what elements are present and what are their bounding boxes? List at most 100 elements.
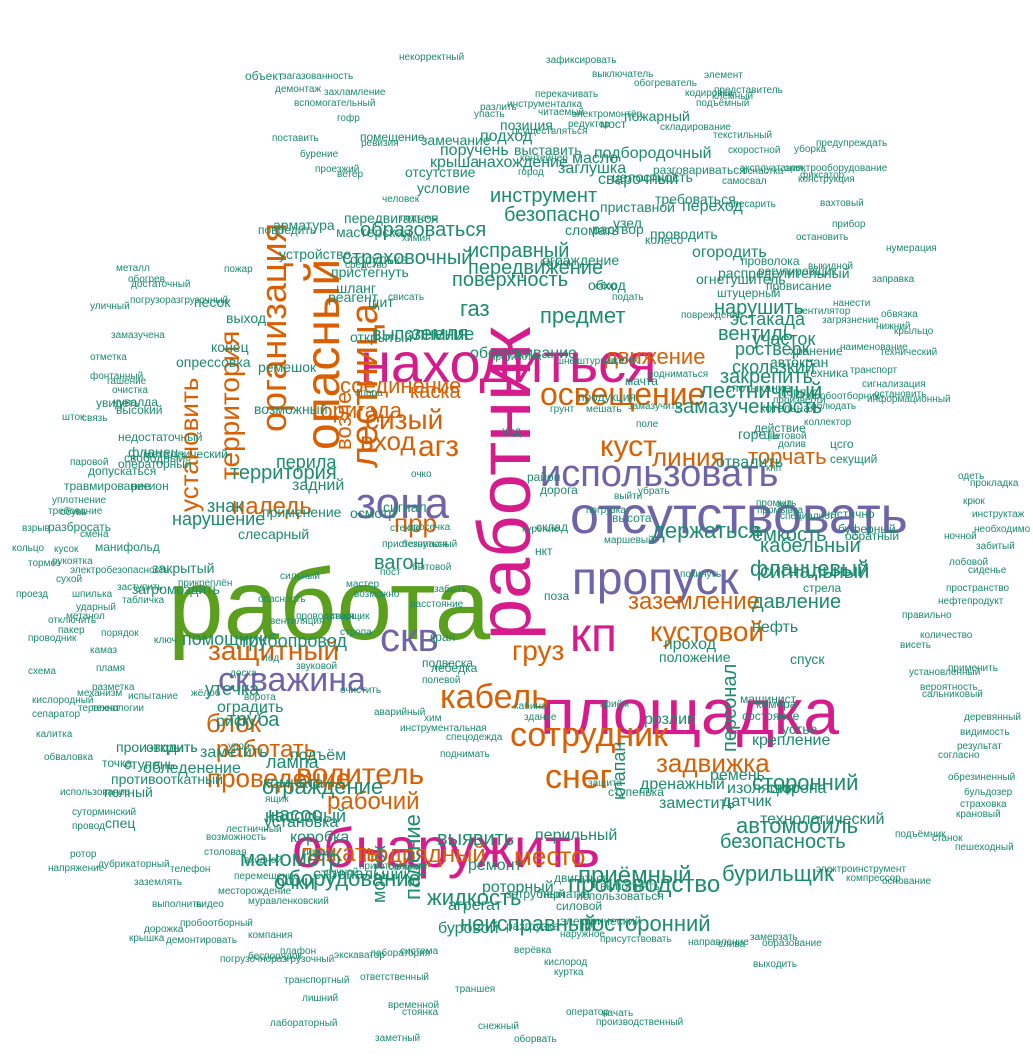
cloud-word: выход	[226, 310, 266, 326]
cloud-word: агрегат	[448, 897, 502, 914]
cloud-word: предупреждать	[816, 138, 888, 149]
cloud-word: погрузоразгрузочный	[130, 295, 229, 306]
cloud-word: соблюдать	[806, 401, 857, 412]
cloud-word: просечка	[408, 522, 451, 533]
cloud-word: щиток	[610, 355, 639, 366]
cloud-word: висеть	[900, 640, 931, 651]
cloud-word: фланцевый	[750, 556, 870, 581]
cloud-word: пропуск	[572, 552, 739, 604]
cloud-word: крышка	[129, 933, 165, 944]
cloud-word: гофр	[337, 113, 360, 124]
cloud-word: специалист	[780, 511, 834, 522]
cloud-word: крановый	[956, 809, 1001, 820]
cloud-word: фланец	[128, 444, 179, 460]
cloud-word: взрыв	[22, 523, 50, 534]
cloud-word: разлить	[480, 102, 517, 113]
cloud-word: передвижение	[468, 257, 604, 279]
cloud-word: плафон	[280, 946, 317, 957]
cloud-word: возможный	[254, 401, 328, 417]
cloud-word: пробоотборный	[180, 918, 253, 929]
cloud-word: прр	[394, 508, 437, 538]
cloud-word: устье	[782, 721, 818, 737]
cloud-word: скользкий	[732, 357, 815, 377]
cloud-word: мешать	[586, 404, 622, 415]
cloud-word: остановить	[874, 389, 927, 400]
cloud-word: техника	[805, 366, 849, 380]
cloud-word: жёлоб	[191, 688, 221, 699]
cloud-word: количество	[920, 630, 973, 641]
cloud-word: кустовой	[650, 616, 765, 647]
cloud-word: сильный	[280, 571, 320, 582]
cloud-word: производство	[568, 871, 721, 898]
cloud-word: технологии	[92, 703, 145, 714]
cloud-word: ворота	[244, 692, 276, 703]
cloud-word: контейнер	[520, 153, 568, 164]
cloud-word: ремешок	[258, 359, 317, 375]
cloud-word: очистить	[340, 685, 382, 696]
cloud-word: манометр	[240, 846, 341, 871]
cloud-word: агз	[418, 430, 460, 463]
cloud-word: сотрудник	[510, 716, 668, 754]
cloud-word: задвижка	[656, 748, 770, 778]
cloud-word: цсго	[830, 437, 854, 451]
cloud-word: возможность	[206, 832, 267, 843]
cloud-word: эксплуатация	[740, 163, 803, 174]
cloud-word: основание	[882, 876, 932, 887]
cloud-word: нижний	[876, 321, 911, 332]
cloud-word: обувь	[60, 507, 87, 518]
cloud-word: мачта	[625, 374, 658, 388]
cloud-word: сигнал	[383, 499, 427, 515]
cloud-word: камаз	[90, 645, 118, 656]
cloud-word: регион	[131, 479, 169, 493]
cloud-word: поза	[544, 589, 570, 603]
cloud-word: схема	[28, 666, 56, 677]
cloud-word: шланг	[336, 280, 377, 296]
cloud-word: бурение	[300, 149, 339, 160]
cloud-word: кабельный	[760, 535, 861, 557]
cloud-word: месторождение	[218, 886, 292, 897]
cloud-word: безопасно	[504, 204, 601, 226]
cloud-word: забитый	[976, 541, 1015, 552]
cloud-word: оператор	[566, 1007, 610, 1018]
cloud-word: безопасность	[720, 831, 846, 853]
cloud-word: баллон	[540, 258, 574, 269]
cloud-word: нанести	[833, 298, 871, 309]
cloud-word: подъём	[290, 747, 347, 764]
cloud-word: подбородочный	[594, 145, 712, 162]
cloud-word: утечка	[205, 679, 260, 699]
cloud-word: пешеходный	[955, 842, 1014, 853]
cloud-word: выставить	[514, 142, 582, 158]
cloud-word: шток	[62, 412, 85, 423]
cloud-word: наружное	[560, 929, 605, 940]
cloud-word: противоток	[490, 352, 542, 363]
cloud-word: наледь	[232, 493, 312, 520]
cloud-word: держаться	[652, 518, 761, 543]
cloud-word: прикреплён	[178, 578, 233, 589]
cloud-word: упор	[228, 741, 250, 752]
cloud-word: здание	[524, 712, 557, 723]
cloud-word: нефть	[752, 619, 799, 636]
cloud-word: забыть	[434, 584, 467, 595]
cloud-word: ограждение	[262, 774, 384, 799]
cloud-word: кислородный	[32, 695, 94, 706]
cloud-word: компрессор	[846, 873, 901, 884]
cloud-word: выявить	[437, 828, 515, 850]
cloud-word: человек	[382, 194, 420, 205]
cloud-word: лебёдка	[431, 661, 478, 675]
cloud-word: спец	[105, 815, 136, 831]
cloud-word: куст	[600, 430, 657, 463]
cloud-word: хранение	[790, 344, 843, 358]
cloud-word: пробоотборник	[809, 391, 880, 402]
cloud-word: приготовление	[359, 861, 428, 872]
cloud-word: двигаться	[554, 871, 609, 885]
cloud-word: место	[514, 841, 586, 871]
cloud-word: замазучить	[628, 401, 681, 412]
cloud-word: приставной	[600, 199, 676, 215]
cloud-word: насос	[268, 804, 322, 826]
cloud-word: территория	[230, 462, 337, 484]
cloud-word: поручень	[440, 142, 509, 159]
cloud-word: сломать	[565, 222, 619, 238]
cloud-word: транспортный	[284, 975, 350, 986]
cloud-word: огородить	[692, 244, 767, 261]
